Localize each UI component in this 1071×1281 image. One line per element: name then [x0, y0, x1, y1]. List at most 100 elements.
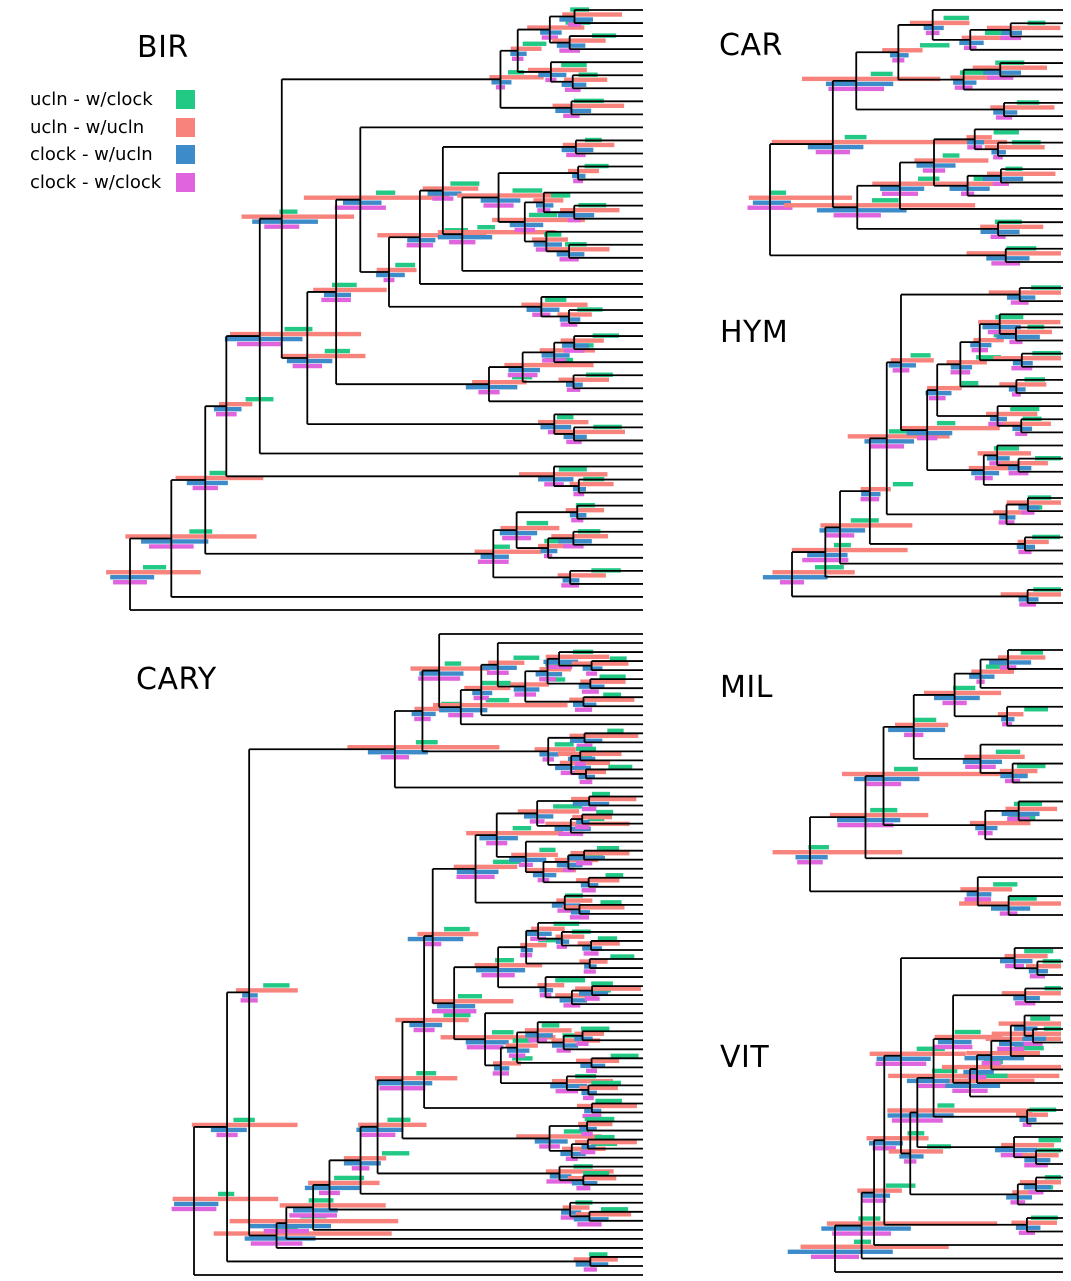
interval-bar: [343, 1161, 381, 1166]
interval-bar: [512, 1056, 533, 1061]
interval-bar: [549, 1174, 572, 1179]
interval-bar: [999, 1041, 1026, 1047]
interval-bar: [552, 103, 625, 109]
interval-bar: [230, 331, 362, 337]
interval-bar: [577, 1222, 602, 1227]
interval-bar: [857, 1188, 902, 1193]
interval-bar: [876, 1056, 931, 1061]
interval-bar: [557, 312, 592, 317]
interval-bar: [376, 272, 405, 278]
interval-bar: [293, 1208, 338, 1213]
interval-bar: [1011, 365, 1033, 371]
interval-bar: [1022, 1122, 1032, 1127]
interval-bar: [563, 434, 587, 440]
interval-bar: [284, 326, 313, 332]
interval-bar: [791, 547, 908, 553]
interval-bar: [1008, 470, 1029, 476]
interval-bar: [559, 317, 581, 322]
interval-bar: [567, 756, 596, 762]
interval-bar: [586, 1068, 598, 1074]
panel-title-bir: BIR: [137, 30, 189, 65]
interval-bar: [995, 314, 1024, 320]
interval-bar: [923, 25, 944, 31]
interval-bar: [888, 429, 918, 434]
interval-bar: [191, 1122, 298, 1128]
interval-bar: [574, 1031, 605, 1036]
interval-bar: [949, 186, 990, 191]
interval-bar: [1016, 763, 1046, 769]
tree-hym: [762, 285, 1063, 607]
interval-bar: [1004, 953, 1048, 959]
interval-bar: [573, 1217, 609, 1222]
interval-bar: [534, 1139, 568, 1144]
legend-swatch: [176, 172, 195, 192]
interval-bar: [574, 1139, 637, 1145]
interval-bar: [563, 77, 608, 82]
interval-bar: [1001, 329, 1052, 335]
interval-bar: [936, 420, 956, 426]
interval-bar: [1018, 597, 1039, 602]
interval-bar: [541, 1023, 560, 1028]
interval-bar: [477, 224, 495, 230]
interval-bar: [417, 931, 479, 937]
interval-bar: [456, 869, 499, 875]
interval-bar: [414, 706, 450, 712]
interval-bar: [491, 80, 512, 85]
interval-bar: [607, 728, 624, 734]
interval-bar: [990, 234, 1006, 240]
interval-bar: [995, 749, 1021, 755]
interval-bar: [1019, 1180, 1061, 1185]
interval-bar: [959, 40, 984, 46]
interval-bar: [964, 1055, 1025, 1061]
interval-bar: [562, 1205, 590, 1210]
interval-bar: [560, 1151, 586, 1157]
interval-bar: [978, 319, 1061, 325]
interval-bar: [439, 707, 488, 713]
interval-bar: [561, 82, 587, 87]
interval-bar: [762, 575, 828, 580]
interval-bar: [556, 862, 583, 868]
interval-bar: [233, 1117, 255, 1123]
interval-bar: [582, 946, 602, 951]
interval-bar: [1018, 549, 1032, 555]
interval-bar: [925, 390, 952, 396]
interval-bar: [538, 543, 570, 549]
interval-bar: [569, 915, 590, 920]
interval-bar: [989, 660, 1032, 665]
interval-bar: [533, 198, 564, 203]
interval-bar: [578, 684, 605, 689]
interval-bar: [575, 1212, 632, 1217]
interval-bar: [556, 414, 574, 420]
interval-bar: [609, 656, 627, 661]
interval-bar: [1013, 801, 1043, 807]
interval-bar: [106, 570, 201, 575]
interval-bar: [381, 1151, 410, 1156]
interval-bar: [235, 988, 298, 993]
interval-bar: [213, 1231, 392, 1236]
interval-bar: [535, 672, 563, 677]
interval-bar: [576, 1186, 591, 1191]
interval-bar: [457, 193, 566, 198]
interval-bar: [560, 322, 578, 327]
interval-bar: [561, 147, 594, 153]
interval-bar: [960, 887, 1013, 892]
interval-bar: [1022, 1036, 1047, 1041]
legend-label: clock - w/ucln: [30, 144, 153, 166]
interval-bar: [977, 451, 1031, 456]
interval-bar: [563, 1003, 581, 1008]
interval-bar: [558, 539, 592, 544]
interval-bar: [358, 1122, 427, 1128]
interval-bar: [570, 910, 590, 915]
interval-bar: [787, 1249, 893, 1254]
interval-bar: [982, 324, 1021, 330]
interval-bar: [597, 936, 618, 941]
interval-bar: [959, 70, 985, 75]
interval-bar: [444, 661, 462, 666]
interval-bar: [375, 190, 396, 195]
interval-bar: [861, 491, 881, 497]
interval-bar: [110, 575, 155, 580]
interval-bar: [476, 967, 526, 973]
interval-bar: [308, 1180, 380, 1186]
interval-bar: [576, 1103, 637, 1109]
interval-bar: [252, 219, 318, 224]
